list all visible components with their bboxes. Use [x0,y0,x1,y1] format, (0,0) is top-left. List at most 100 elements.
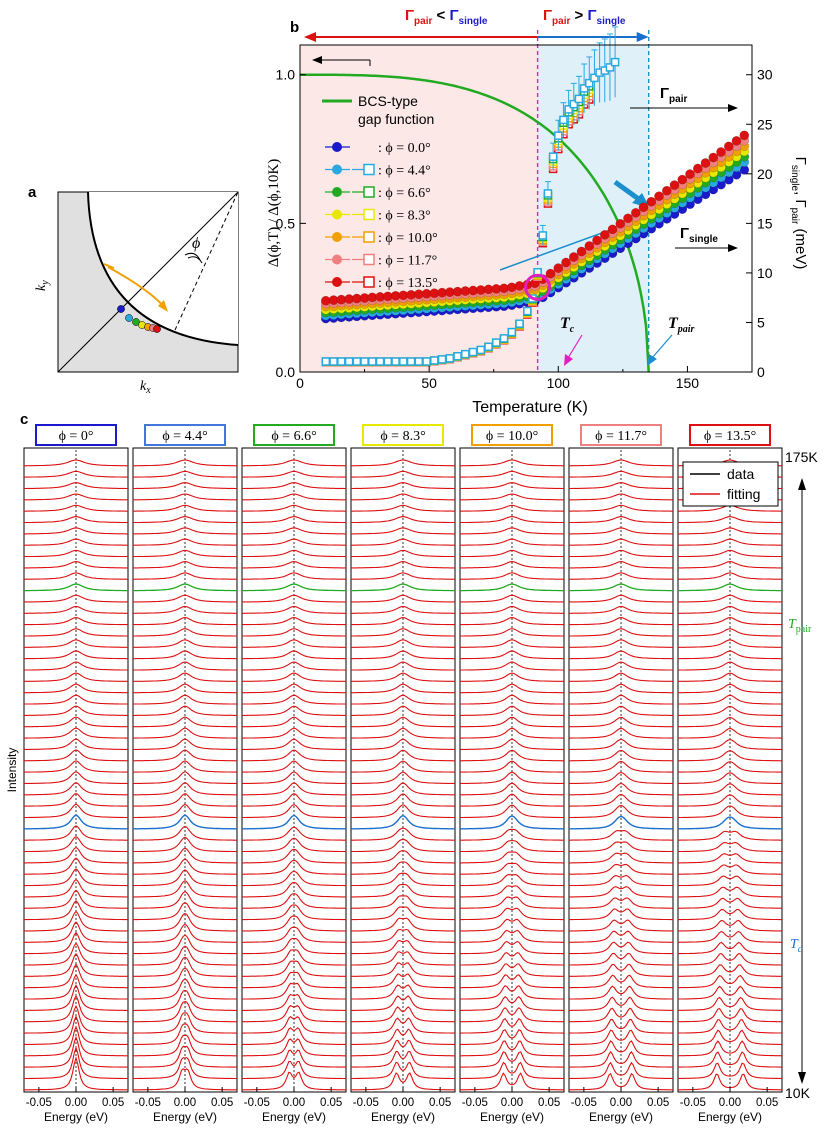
x-axis-title-b: Temperature (K) [472,399,588,416]
spectrum-10 [23,572,129,580]
spectrum-25 [351,738,455,750]
spectrum-31 [678,805,782,819]
spectrum-3 [24,493,128,501]
spectrum-42 [133,923,237,943]
spectrum-44 [460,952,564,966]
gamma-pair-point [554,131,563,140]
spectrum-34 [242,837,346,853]
gap-point [568,252,579,262]
spectrum-21 [132,694,238,705]
spectrum-16 [351,639,455,648]
spectrum-11 [242,583,346,592]
panel-title-box [471,424,553,446]
spectrum-44 [24,942,128,966]
spectrum-11 [569,583,673,592]
x-tick-label-c: 0.05 [647,1097,669,1109]
spectrum-47 [351,984,455,1000]
spectrum-19 [568,672,674,682]
gap-point [716,147,726,157]
spectrum-15 [460,628,564,637]
spectrum-39 [350,895,456,909]
spectrum-24 [242,727,346,739]
spectrum-19 [350,672,456,682]
gamma-pair-point [337,357,346,366]
spectrum-35 [678,853,782,864]
gamma-pair-point [422,357,431,366]
legend-sq-4 [363,231,375,243]
phi-angle-label: ϕ [192,235,200,252]
spectrum-52 [677,1040,783,1057]
spectrum-17 [351,650,455,660]
spectrum-22 [133,705,237,716]
panel-title: ϕ = 4.4° [162,429,207,444]
spectrum-13 [569,605,673,614]
legend-sq-2 [363,186,375,198]
spectrum-6 [133,527,237,535]
gamma-pair-point [559,115,568,125]
spectrum-18 [460,661,564,671]
panel-title: ϕ = 11.7° [595,429,647,444]
spectrum-16 [678,639,782,648]
spectrum-40 [351,906,455,921]
gamma-pair-point [543,189,553,198]
spectrum-9 [678,561,782,569]
x-tick-label-c: 0.05 [756,1097,778,1109]
spectrum-2 [569,482,673,490]
gap-point [599,230,610,240]
spectrum-21 [459,694,565,705]
spectrum-26 [242,749,346,762]
spectrum-55 [569,1072,673,1091]
spectrum-30 [241,793,347,807]
spectrum-17 [24,650,128,660]
spectrum-40 [133,901,237,921]
legend-marker-6 [332,277,342,287]
spectrum-25 [460,738,564,750]
spectrum-49 [678,1007,782,1023]
gap-point [692,163,703,174]
panel-b-gap-temperature-plot: 0 50 100 150 0.0 0.5 1.0 0 5 10 15 20 25 30 BCS-type g… [266,7,809,416]
spectrum-4 [24,504,128,512]
gap-point [623,213,633,224]
gamma-pair-point [476,345,486,355]
tpair-pointer-head [647,354,657,366]
spectrum-44 [242,949,346,966]
spectrum-30 [23,792,129,807]
panel-title-box [689,424,771,446]
x-axis-title-c: Energy (eV) [698,1110,762,1124]
spectrum-23 [569,716,673,728]
spectrum-4 [133,504,237,512]
spectrum-47 [569,985,673,1000]
spectrum-50 [242,1015,346,1034]
spectrum-37 [350,872,456,887]
spectrum-25 [24,738,128,750]
legend-data-label: data [727,466,754,482]
spectrum-29 [351,782,455,796]
spectrum-47 [678,985,782,1000]
spectrum-24 [133,727,237,739]
spectrum-51 [460,1029,564,1045]
spectrum-30 [350,793,456,807]
spectrum-43 [678,941,782,955]
gamma-pair-point [414,357,424,366]
spectrum-14 [242,617,346,626]
spectrum-5 [24,516,128,524]
top-temperature-label: 175K [785,449,818,465]
spectrum-41 [132,912,238,932]
spectrum-26 [351,749,455,762]
spectrum-30 [569,793,673,807]
right-regime-arrowhead [636,32,649,42]
gap-point [545,268,556,279]
spectrum-40 [678,908,782,921]
spectrum-51 [569,1029,673,1045]
x-tick-label-c: 0.05 [320,1097,342,1109]
spectrum-48 [351,995,455,1011]
spectrum-24 [351,727,455,739]
gap-point [592,235,602,246]
gamma-pair-point [515,319,524,328]
spectrum-16 [569,639,673,648]
spectrum-12 [678,594,782,603]
spectrum-8 [568,549,674,558]
spectrum-27 [460,760,564,773]
x-tick-label-c: 0.00 [392,1097,414,1109]
